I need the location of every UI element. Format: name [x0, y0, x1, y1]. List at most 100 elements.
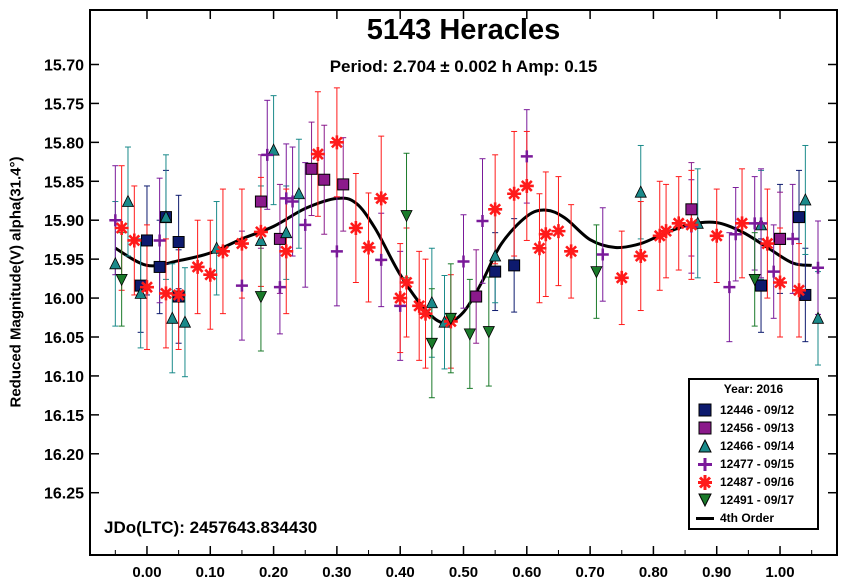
data-point-square: [793, 211, 806, 224]
legend-item-12466: 12466 - 09/14: [690, 438, 817, 455]
chart-title: 5143 Heracles: [366, 14, 561, 46]
data-point-triangle-up: [134, 286, 147, 299]
data-point-asterisk: [551, 224, 566, 239]
data-point-triangle-up: [254, 233, 268, 246]
x-tick-label: 0.70: [576, 564, 605, 581]
data-point-plus: [280, 192, 293, 205]
legend-label: 12477 - 09/15: [720, 457, 795, 471]
data-point-square: [318, 173, 331, 186]
plot-frame: [89, 9, 838, 556]
data-point-square: [273, 232, 286, 245]
data-point-triangle-down: [425, 337, 438, 351]
data-point-triangle-up: [267, 143, 280, 156]
legend-symbol-line-icon: [696, 517, 714, 520]
data-point-asterisk: [361, 240, 376, 255]
y-tick-label: 16.00: [44, 291, 84, 308]
data-point-asterisk: [190, 259, 205, 274]
data-point-asterisk: [279, 244, 294, 259]
data-point-asterisk: [253, 224, 268, 239]
data-point-square: [508, 259, 521, 272]
data-point-asterisk: [659, 224, 674, 239]
y-tick-label: 15.75: [44, 96, 84, 113]
data-point-plus: [286, 195, 299, 208]
y-tick-label: 16.10: [44, 369, 84, 386]
data-point-asterisk: [538, 227, 553, 242]
legend-symbol-triangle-up-icon: [698, 438, 712, 453]
data-point-square: [470, 290, 483, 303]
x-tick-label: 1.00: [765, 564, 794, 581]
data-point-asterisk: [139, 280, 154, 295]
legend-symbol-square-icon: [698, 403, 712, 417]
legend-item-fit: 4th Order: [690, 510, 817, 527]
legend-label: 4th Order: [720, 511, 775, 525]
data-point-square: [489, 265, 502, 278]
data-point-triangle-down: [590, 266, 603, 279]
jdo-annotation: JDo(LTC): 2457643.834430: [104, 518, 318, 537]
legend: Year: 2016 12446 - 09/12 12456 - 09/13 1…: [688, 378, 819, 530]
data-point-triangle-down: [482, 326, 495, 339]
data-point-triangle-down: [400, 210, 413, 223]
tick-label-layer: 0.00 0.10 0.20 0.30 0.40 0.50 0.60 0.70 0.80 0.90…: [44, 58, 795, 582]
x-tick-label: 0.50: [449, 564, 478, 581]
data-point-asterisk: [127, 233, 142, 248]
data-point-asterisk: [684, 217, 699, 232]
y-tick-label: 16.20: [44, 447, 84, 464]
data-point-asterisk: [399, 275, 414, 290]
legend-symbol-asterisk-icon: [698, 475, 712, 490]
x-tick-label: 0.80: [639, 564, 668, 581]
y-tick-label: 15.90: [44, 213, 84, 230]
legend-label: 12446 - 09/12: [720, 403, 795, 417]
data-point-asterisk: [792, 283, 807, 298]
data-point-triangle-up: [166, 311, 179, 324]
data-point-triangle-up: [159, 210, 173, 223]
data-point-asterisk: [171, 287, 186, 302]
data-point-triangle-up: [280, 225, 293, 239]
legend-label: 12487 - 09/16: [720, 475, 795, 489]
y-tick-label: 16.15: [44, 408, 84, 425]
data-point-asterisk: [488, 202, 503, 217]
data-point-plus: [596, 248, 609, 261]
data-point-triangle-up: [121, 194, 135, 207]
data-point-asterisk: [393, 291, 408, 306]
data-point-square: [755, 279, 768, 292]
data-point-plus: [457, 255, 470, 268]
data-point-plus: [273, 281, 286, 294]
data-point-triangle-down: [463, 328, 476, 341]
data-point-asterisk: [348, 221, 363, 235]
data-point-triangle-down: [254, 291, 268, 304]
chart-subtitle: Period: 2.704 ± 0.002 h Amp: 0.15: [329, 57, 598, 76]
data-point-asterisk: [234, 236, 249, 251]
data-point-plus: [767, 265, 780, 278]
data-point-square: [153, 260, 166, 273]
legend-title: Year: 2016: [723, 382, 784, 396]
data-point-square: [140, 234, 153, 247]
data-point-asterisk: [412, 298, 427, 313]
legend-item-12456: 12456 - 09/13: [690, 420, 817, 437]
data-point-plus: [299, 218, 312, 231]
data-point-plus: [520, 150, 533, 163]
data-point-asterisk: [532, 241, 547, 256]
data-point-asterisk: [507, 186, 522, 201]
y-tick-label: 15.85: [44, 174, 84, 191]
data-point-asterisk: [564, 244, 579, 259]
data-point-asterisk: [652, 228, 667, 243]
data-point-asterisk: [773, 275, 788, 290]
legend-label: 12456 - 09/13: [720, 421, 795, 435]
legend-item-12446: 12446 - 09/12: [690, 402, 817, 419]
data-point-plus: [729, 228, 742, 241]
data-point-plus: [235, 279, 248, 292]
data-point-plus: [330, 245, 343, 258]
data-point-plus: [261, 148, 274, 161]
data-point-triangle-down: [444, 312, 457, 326]
data-point-asterisk: [418, 306, 433, 321]
legend-label: 12491 - 09/17: [720, 493, 795, 507]
legend-symbol-plus-icon: [698, 458, 712, 471]
data-point-triangle-up: [109, 256, 122, 270]
legend-item-12491: 12491 - 09/17: [690, 492, 817, 509]
data-point-triangle-up: [178, 315, 192, 328]
data-point-asterisk: [203, 267, 218, 282]
data-point-asterisk: [735, 216, 750, 231]
data-point-plus: [812, 261, 825, 274]
data-point-asterisk: [614, 270, 629, 285]
